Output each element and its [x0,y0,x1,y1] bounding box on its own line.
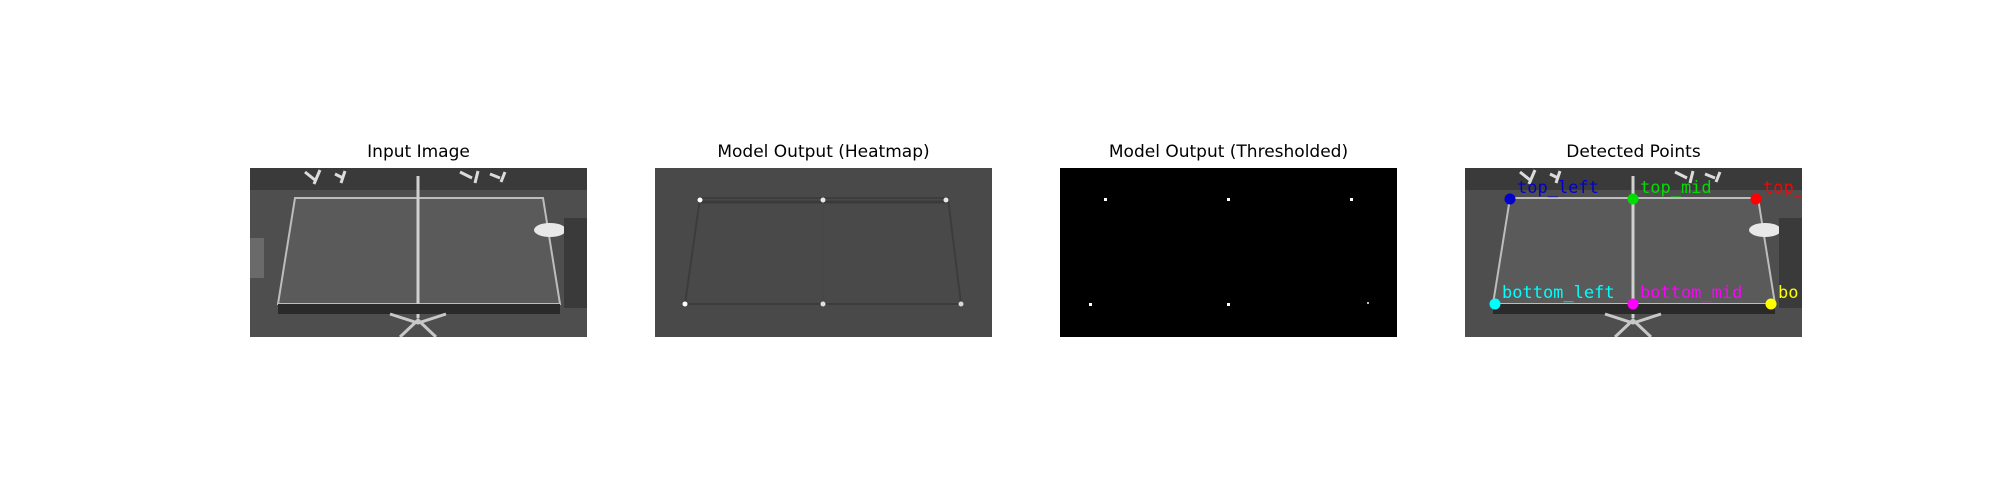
thresholded-output [1060,168,1397,337]
thresholded-title: Model Output (Thresholded) [1108,142,1349,162]
detected-points-title: Detected Points [1566,142,1701,162]
input-image [250,168,587,337]
point-top-left [1504,193,1516,205]
label-bottom-right: bo [1778,283,1798,303]
label-top-left: top_left [1517,178,1599,198]
input-image-title: Input Image [367,142,470,162]
heatmap-output [655,168,992,337]
heatmap-title: Model Output (Heatmap) [717,142,930,162]
point-top-right [1750,193,1762,205]
label-bottom-mid: bottom_mid [1640,283,1742,303]
detected-points-image: top_left top_mid top_ bottom_left bottom… [1465,168,1802,337]
point-bottom-left [1489,298,1501,310]
label-top-right: top_ [1763,178,1802,198]
point-bottom-mid [1627,298,1639,310]
label-bottom-left: bottom_left [1502,283,1615,303]
label-top-mid: top_mid [1640,178,1712,198]
point-bottom-right [1765,298,1777,310]
point-top-mid [1627,193,1639,205]
